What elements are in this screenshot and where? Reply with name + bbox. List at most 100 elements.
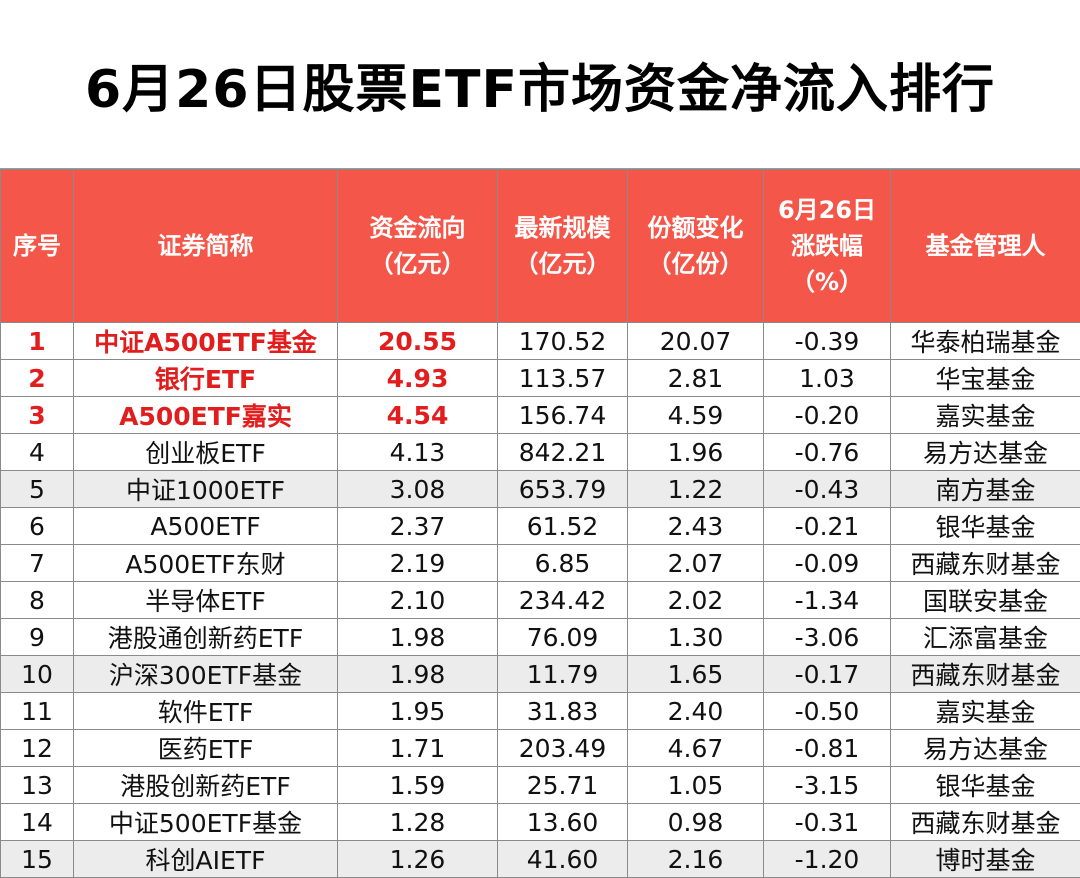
- cell-flow: 1.95: [338, 693, 498, 730]
- cell-manager: 易方达基金: [891, 434, 1080, 471]
- cell-rank: 9: [1, 619, 74, 656]
- cell-name: A500ETF东财: [74, 545, 338, 582]
- cell-name: 医药ETF: [74, 730, 338, 767]
- cell-scale: 76.09: [498, 619, 628, 656]
- cell-name: 港股创新药ETF: [74, 767, 338, 804]
- header-flow: 资金流向 （亿元）: [338, 170, 498, 323]
- cell-rank: 1: [1, 323, 74, 360]
- cell-price-change: -1.34: [764, 582, 891, 619]
- header-share-change: 份额变化 （亿份）: [628, 170, 764, 323]
- cell-name: 科创AIETF: [74, 841, 338, 878]
- cell-share-change: 2.07: [628, 545, 764, 582]
- cell-price-change: -0.43: [764, 471, 891, 508]
- cell-rank: 6: [1, 508, 74, 545]
- cell-scale: 31.83: [498, 693, 628, 730]
- cell-scale: 41.60: [498, 841, 628, 878]
- cell-rank: 3: [1, 397, 74, 434]
- cell-rank: 15: [1, 841, 74, 878]
- header-price-change: 6月26日 涨跌幅 （%）: [764, 170, 891, 323]
- cell-manager: 西藏东财基金: [891, 545, 1080, 582]
- cell-share-change: 20.07: [628, 323, 764, 360]
- cell-name: 中证A500ETF基金: [74, 323, 338, 360]
- cell-price-change: 1.03: [764, 360, 891, 397]
- cell-manager: 汇添富基金: [891, 619, 1080, 656]
- cell-scale: 653.79: [498, 471, 628, 508]
- cell-manager: 博时基金: [891, 841, 1080, 878]
- header-rank: 序号: [1, 170, 74, 323]
- cell-price-change: -0.31: [764, 804, 891, 841]
- cell-manager: 华宝基金: [891, 360, 1080, 397]
- cell-manager: 南方基金: [891, 471, 1080, 508]
- cell-scale: 203.49: [498, 730, 628, 767]
- cell-name: 软件ETF: [74, 693, 338, 730]
- cell-scale: 113.57: [498, 360, 628, 397]
- cell-flow: 4.93: [338, 360, 498, 397]
- cell-scale: 61.52: [498, 508, 628, 545]
- cell-flow: 1.28: [338, 804, 498, 841]
- cell-manager: 华泰柏瑞基金: [891, 323, 1080, 360]
- cell-name: 半导体ETF: [74, 582, 338, 619]
- cell-manager: 银华基金: [891, 508, 1080, 545]
- cell-flow: 1.71: [338, 730, 498, 767]
- cell-share-change: 0.98: [628, 804, 764, 841]
- cell-price-change: -0.21: [764, 508, 891, 545]
- cell-name: 银行ETF: [74, 360, 338, 397]
- cell-manager: 嘉实基金: [891, 397, 1080, 434]
- cell-flow: 2.10: [338, 582, 498, 619]
- cell-share-change: 1.96: [628, 434, 764, 471]
- header-manager: 基金管理人: [891, 170, 1080, 323]
- header-row: 序号 证券简称 资金流向 （亿元） 最新规模 （亿元） 份额变化 （亿份）: [1, 170, 1080, 323]
- cell-rank: 4: [1, 434, 74, 471]
- cell-price-change: -0.76: [764, 434, 891, 471]
- cell-flow: 2.19: [338, 545, 498, 582]
- cell-rank: 14: [1, 804, 74, 841]
- cell-price-change: -0.50: [764, 693, 891, 730]
- cell-share-change: 4.59: [628, 397, 764, 434]
- cell-scale: 13.60: [498, 804, 628, 841]
- cell-name: 中证1000ETF: [74, 471, 338, 508]
- cell-rank: 5: [1, 471, 74, 508]
- cell-manager: 嘉实基金: [891, 693, 1080, 730]
- cell-scale: 842.21: [498, 434, 628, 471]
- cell-share-change: 2.02: [628, 582, 764, 619]
- cell-price-change: -3.15: [764, 767, 891, 804]
- cell-rank: 2: [1, 360, 74, 397]
- cell-manager: 西藏东财基金: [891, 804, 1080, 841]
- cell-price-change: -0.09: [764, 545, 891, 582]
- header-scale: 最新规模 （亿元）: [498, 170, 628, 323]
- cell-flow: 1.26: [338, 841, 498, 878]
- cell-share-change: 1.05: [628, 767, 764, 804]
- cell-name: 沪深300ETF基金: [74, 656, 338, 693]
- cell-name: 创业板ETF: [74, 434, 338, 471]
- cell-share-change: 1.65: [628, 656, 764, 693]
- cell-scale: 234.42: [498, 582, 628, 619]
- cell-rank: 13: [1, 767, 74, 804]
- cell-price-change: -0.81: [764, 730, 891, 767]
- cell-flow: 1.98: [338, 619, 498, 656]
- cell-flow: 20.55: [338, 323, 498, 360]
- cell-share-change: 4.67: [628, 730, 764, 767]
- cell-name: A500ETF嘉实: [74, 397, 338, 434]
- cell-name: 港股通创新药ETF: [74, 619, 338, 656]
- cell-scale: 6.85: [498, 545, 628, 582]
- cell-rank: 10: [1, 656, 74, 693]
- cell-price-change: -0.20: [764, 397, 891, 434]
- cell-flow: 3.08: [338, 471, 498, 508]
- cell-rank: 12: [1, 730, 74, 767]
- cell-scale: 170.52: [498, 323, 628, 360]
- cell-share-change: 2.16: [628, 841, 764, 878]
- cell-share-change: 1.22: [628, 471, 764, 508]
